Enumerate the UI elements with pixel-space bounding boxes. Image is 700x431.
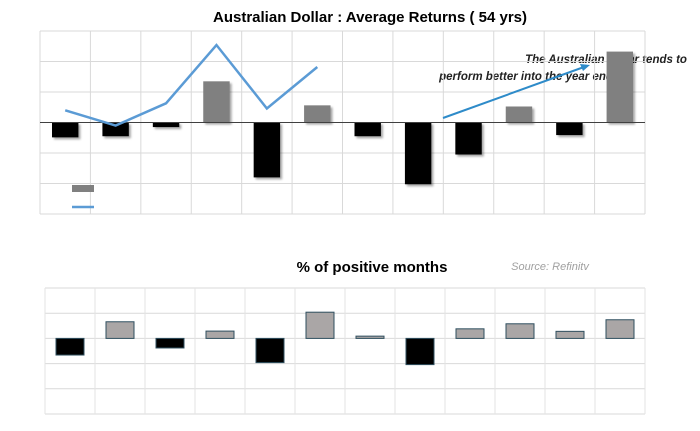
bottom-chart-title: % of positive months	[297, 259, 448, 276]
bar-sep	[455, 328, 485, 339]
bar-aug	[405, 337, 435, 366]
bar-aug	[404, 122, 432, 185]
annotation-line2: perform better into the year end	[438, 71, 614, 83]
bar-may	[253, 122, 281, 178]
bar-feb	[102, 122, 129, 137]
bar-oct	[505, 106, 533, 123]
bar-jan	[55, 337, 85, 356]
bar-feb	[105, 321, 135, 339]
bar-dec	[606, 51, 633, 123]
bar-jul	[355, 335, 385, 339]
bar-jan	[52, 122, 79, 138]
line-series	[64, 43, 319, 127]
bar-nov	[555, 330, 585, 339]
bar-mar	[152, 122, 180, 128]
arrowhead-icon	[580, 64, 590, 71]
bar-nov	[556, 122, 583, 136]
bar-apr	[203, 81, 230, 123]
bar-mar	[155, 337, 185, 349]
legend-swatch-bar	[72, 185, 94, 192]
top-chart-title: Australian Dollar : Average Returns ( 54…	[213, 9, 527, 26]
bar-jun	[305, 311, 335, 339]
bar-apr	[205, 330, 235, 339]
bar-oct	[505, 323, 535, 339]
annotation-arrow	[442, 66, 585, 119]
bar-dec	[605, 319, 635, 339]
bar-jun	[304, 105, 331, 123]
source-label: Source: Refinitv	[511, 261, 590, 273]
annotation-line1: The Australian dollar tends to	[525, 54, 687, 66]
bar-may	[255, 337, 285, 364]
bar-jul	[354, 122, 381, 137]
bar-sep	[455, 122, 482, 155]
